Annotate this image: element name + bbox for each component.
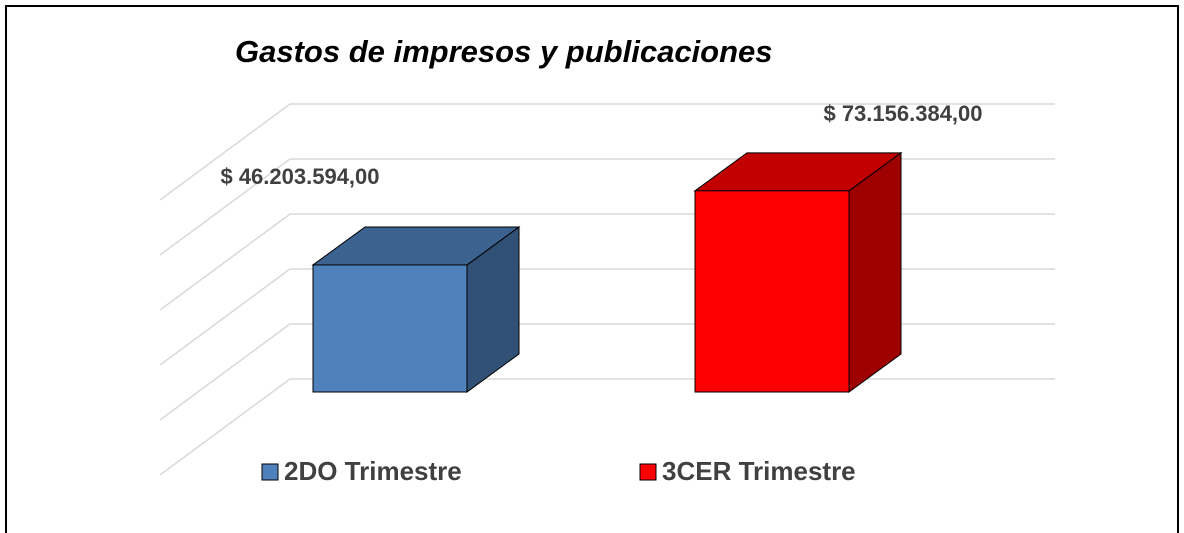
- bar: [694, 190, 850, 393]
- bar-side: [848, 151, 902, 393]
- grid-line: [159, 213, 291, 311]
- legend-swatch: [639, 463, 657, 481]
- legend-label: 2DO Trimestre: [284, 456, 462, 486]
- grid-line: [159, 378, 291, 476]
- legend-swatch: [261, 463, 279, 481]
- grid-line: [159, 158, 291, 256]
- grid-line: [159, 103, 291, 201]
- value-label: $ 73.156.384,00: [823, 101, 982, 126]
- grid-line: [159, 323, 291, 421]
- legend-label: 3CER Trimestre: [662, 456, 856, 486]
- grid-line: [159, 268, 291, 366]
- bar: [312, 264, 468, 393]
- chart-title: Gastos de impresos y publicaciones: [235, 34, 773, 69]
- value-label: $ 46.203.594,00: [220, 164, 379, 189]
